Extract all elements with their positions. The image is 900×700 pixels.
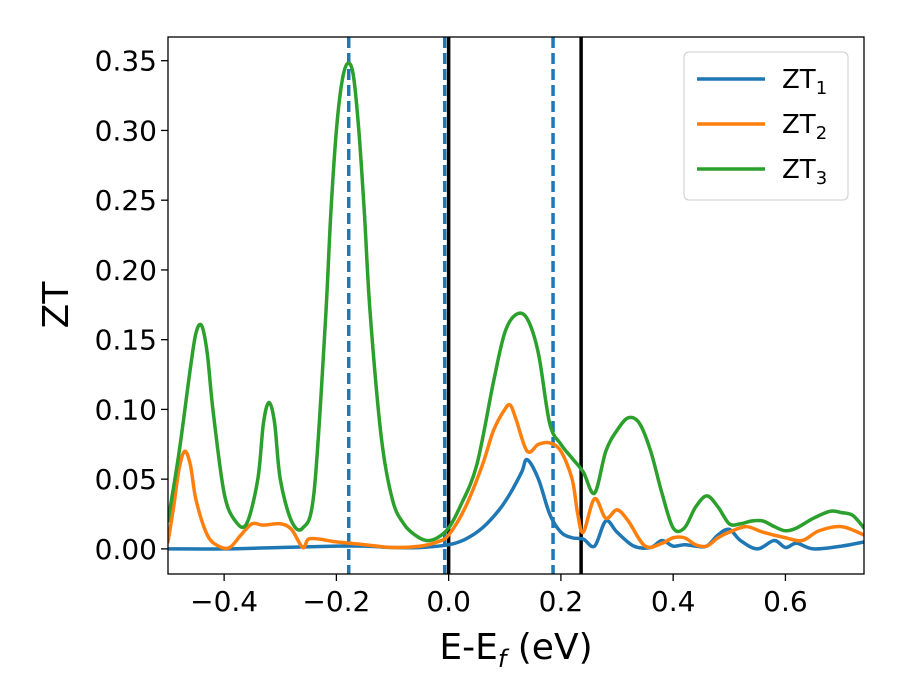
y-axis-ticks: 0.00 0.05 0.10 0.15 0.20 0.25 0.30 0.35: [95, 45, 168, 566]
legend-label-zt2: ZT2: [782, 110, 827, 144]
y-tick-label: 0.00: [95, 533, 157, 566]
plot-frame: [167, 36, 865, 575]
y-tick-label: 0.05: [95, 463, 157, 496]
x-axis-ticks: −0.4 −0.2 0.0 0.2 0.4 0.6: [190, 574, 808, 618]
series-line-zt2: [168, 402, 864, 551]
legend-label-zt1: ZT1: [782, 65, 827, 99]
x-axis-label: E-Ef (eV): [439, 627, 592, 673]
y-tick-label: 0.30: [95, 114, 157, 147]
series-lines: [168, 61, 864, 551]
x-axis-label-main: E-E: [439, 627, 497, 668]
y-tick-label: 0.25: [95, 184, 157, 217]
y-tick-label: 0.35: [95, 45, 157, 78]
x-tick-label: −0.4: [190, 585, 258, 618]
legend: ZT1 ZT2 ZT3: [683, 51, 849, 201]
x-axis-label-unit: (eV): [506, 627, 592, 668]
x-tick-label: 0.4: [651, 585, 696, 618]
x-tick-label: 0.6: [763, 585, 808, 618]
legend-label-zt3: ZT3: [782, 155, 827, 189]
y-tick-label: 0.20: [95, 254, 157, 287]
legend-box: [683, 51, 849, 201]
x-tick-label: 0.2: [539, 585, 584, 618]
y-axis-label: ZT: [36, 281, 77, 329]
series-line-zt3: [168, 61, 864, 543]
y-tick-label: 0.15: [95, 324, 157, 357]
x-tick-label: 0.0: [426, 585, 471, 618]
series-line-zt1: [168, 457, 864, 551]
reference-lines: [346, 37, 583, 574]
x-tick-label: −0.2: [302, 585, 370, 618]
y-tick-label: 0.10: [95, 393, 157, 426]
